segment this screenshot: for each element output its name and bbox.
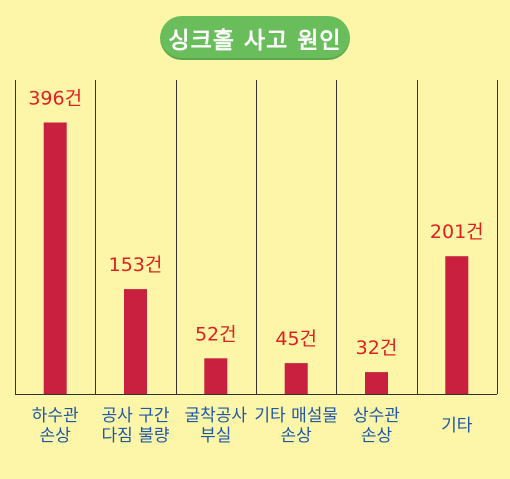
bar-value-label: 45건 xyxy=(275,328,317,350)
chart-title-pill: 싱크홀 사고 원인 xyxy=(160,16,350,60)
category-label: 손상 xyxy=(281,426,313,446)
value-labels: 396건 153건 52건 45건 32건 201건 xyxy=(28,88,483,360)
category-label: 상수관 xyxy=(353,406,400,426)
bars xyxy=(43,122,469,394)
category-label: 하수관 xyxy=(32,406,79,426)
category-label: 부실 xyxy=(200,426,231,446)
category-label: 다짐 불량 xyxy=(102,426,170,446)
category-label: 공사 구간 xyxy=(102,406,170,426)
grid-lines xyxy=(15,80,498,395)
bar-value-label: 201건 xyxy=(430,221,484,243)
category-label: 굴착공사 xyxy=(185,406,248,426)
bar-value-label: 396건 xyxy=(28,88,82,110)
bar-value-label: 32건 xyxy=(356,337,398,359)
bar xyxy=(284,363,308,394)
bar xyxy=(43,122,67,394)
bar-value-label: 52건 xyxy=(195,323,237,345)
bar xyxy=(445,256,469,394)
category-label: 손상 xyxy=(40,426,72,446)
category-label: 손상 xyxy=(361,426,393,446)
category-label: 기타 xyxy=(441,416,473,436)
category-label: 기타 매설물 xyxy=(254,406,338,426)
bar xyxy=(204,358,228,394)
bar xyxy=(124,289,147,394)
bar-value-label: 153건 xyxy=(109,254,163,276)
bar xyxy=(365,372,388,394)
chart-title: 싱크홀 사고 원인 xyxy=(168,28,342,54)
